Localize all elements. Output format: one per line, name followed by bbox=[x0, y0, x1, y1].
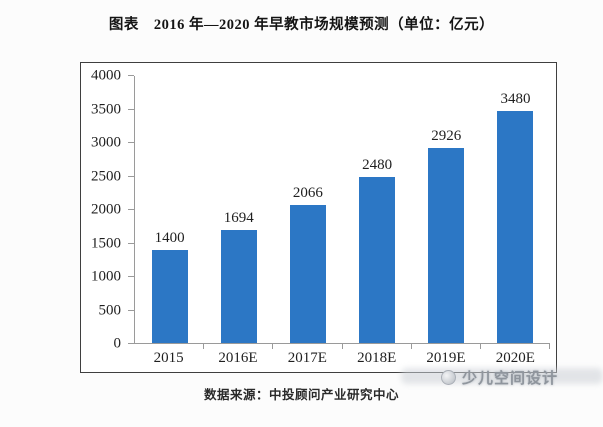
y-tick-label: 3000 bbox=[91, 134, 121, 151]
bar-value-label: 1400 bbox=[154, 229, 185, 246]
x-tick-mark bbox=[410, 344, 412, 349]
y-tick-label: 2500 bbox=[91, 168, 121, 184]
y-tick-label: 1000 bbox=[91, 268, 121, 285]
x-tick-label: 2015 bbox=[153, 349, 184, 366]
y-tick-mark bbox=[128, 108, 134, 110]
bar-value-label: 2926 bbox=[431, 127, 462, 144]
bar-column: 1400 bbox=[135, 76, 204, 343]
y-tick-label: 500 bbox=[98, 302, 122, 318]
x-tick-label: 2016E bbox=[218, 349, 258, 366]
bar-value-label: 2066 bbox=[292, 185, 323, 202]
y-tick-label: 1500 bbox=[91, 235, 121, 251]
x-tick-mark bbox=[203, 344, 205, 349]
y-tick-mark bbox=[128, 142, 134, 143]
watermark-text: 少儿空间设计 bbox=[462, 370, 559, 387]
x-tick-label: 2018E bbox=[357, 349, 397, 366]
watermark: 少儿空间设计 bbox=[401, 365, 603, 389]
y-tick-mark bbox=[128, 209, 134, 210]
y-tick-label: 0 bbox=[113, 335, 122, 352]
x-tick-label: 2020E bbox=[495, 349, 535, 366]
y-tick-mark bbox=[128, 276, 134, 277]
y-tick-label: 3500 bbox=[91, 101, 121, 117]
x-axis-labels: 2015 2016E 2017E 2018E 2019E 2020E bbox=[134, 346, 550, 370]
bar bbox=[497, 110, 534, 343]
bar-value-label: 3480 bbox=[500, 90, 531, 107]
y-tick-label: 4000 bbox=[91, 67, 121, 84]
x-tick-mark bbox=[479, 344, 481, 349]
y-tick-mark bbox=[128, 75, 134, 76]
y-tick-mark bbox=[128, 309, 134, 311]
bar bbox=[289, 205, 326, 343]
bar bbox=[151, 249, 188, 343]
watermark-logo-icon bbox=[441, 369, 456, 385]
bar-column: 2066 bbox=[273, 76, 342, 343]
figure-title: 图表 2016 年—2020 年早教市场规模预测（单位：亿元） bbox=[108, 17, 495, 33]
x-tick-mark bbox=[341, 344, 343, 349]
bar-value-label: 1694 bbox=[223, 209, 254, 226]
bar-value-label: 2480 bbox=[362, 157, 393, 174]
y-tick-mark bbox=[128, 242, 134, 244]
x-tick-label: 2017E bbox=[287, 349, 327, 366]
bar-column: 3480 bbox=[481, 76, 550, 343]
bar-column: 2480 bbox=[343, 76, 412, 343]
plot-area: 1400 1694 2066 2480 2926 3480 bbox=[134, 76, 550, 349]
data-source-caption: 数据来源：中投顾问产业研究中心 bbox=[203, 388, 399, 402]
bar bbox=[359, 177, 396, 343]
y-tick-mark bbox=[128, 343, 134, 344]
bar-column: 2926 bbox=[412, 76, 481, 343]
chart-frame: 0 500 1000 1500 2000 2500 3000 3500 4000 1400 169… bbox=[80, 62, 557, 373]
bar-column: 1694 bbox=[204, 76, 273, 343]
bar bbox=[220, 229, 257, 343]
y-tick-label: 2000 bbox=[91, 201, 121, 218]
y-tick-mark bbox=[128, 175, 134, 177]
x-tick-label: 2019E bbox=[426, 349, 466, 366]
x-tick-mark bbox=[272, 344, 274, 349]
x-tick-mark bbox=[549, 344, 550, 349]
bar bbox=[428, 147, 465, 343]
y-axis: 0 500 1000 1500 2000 2500 3000 3500 4000 bbox=[81, 68, 134, 351]
